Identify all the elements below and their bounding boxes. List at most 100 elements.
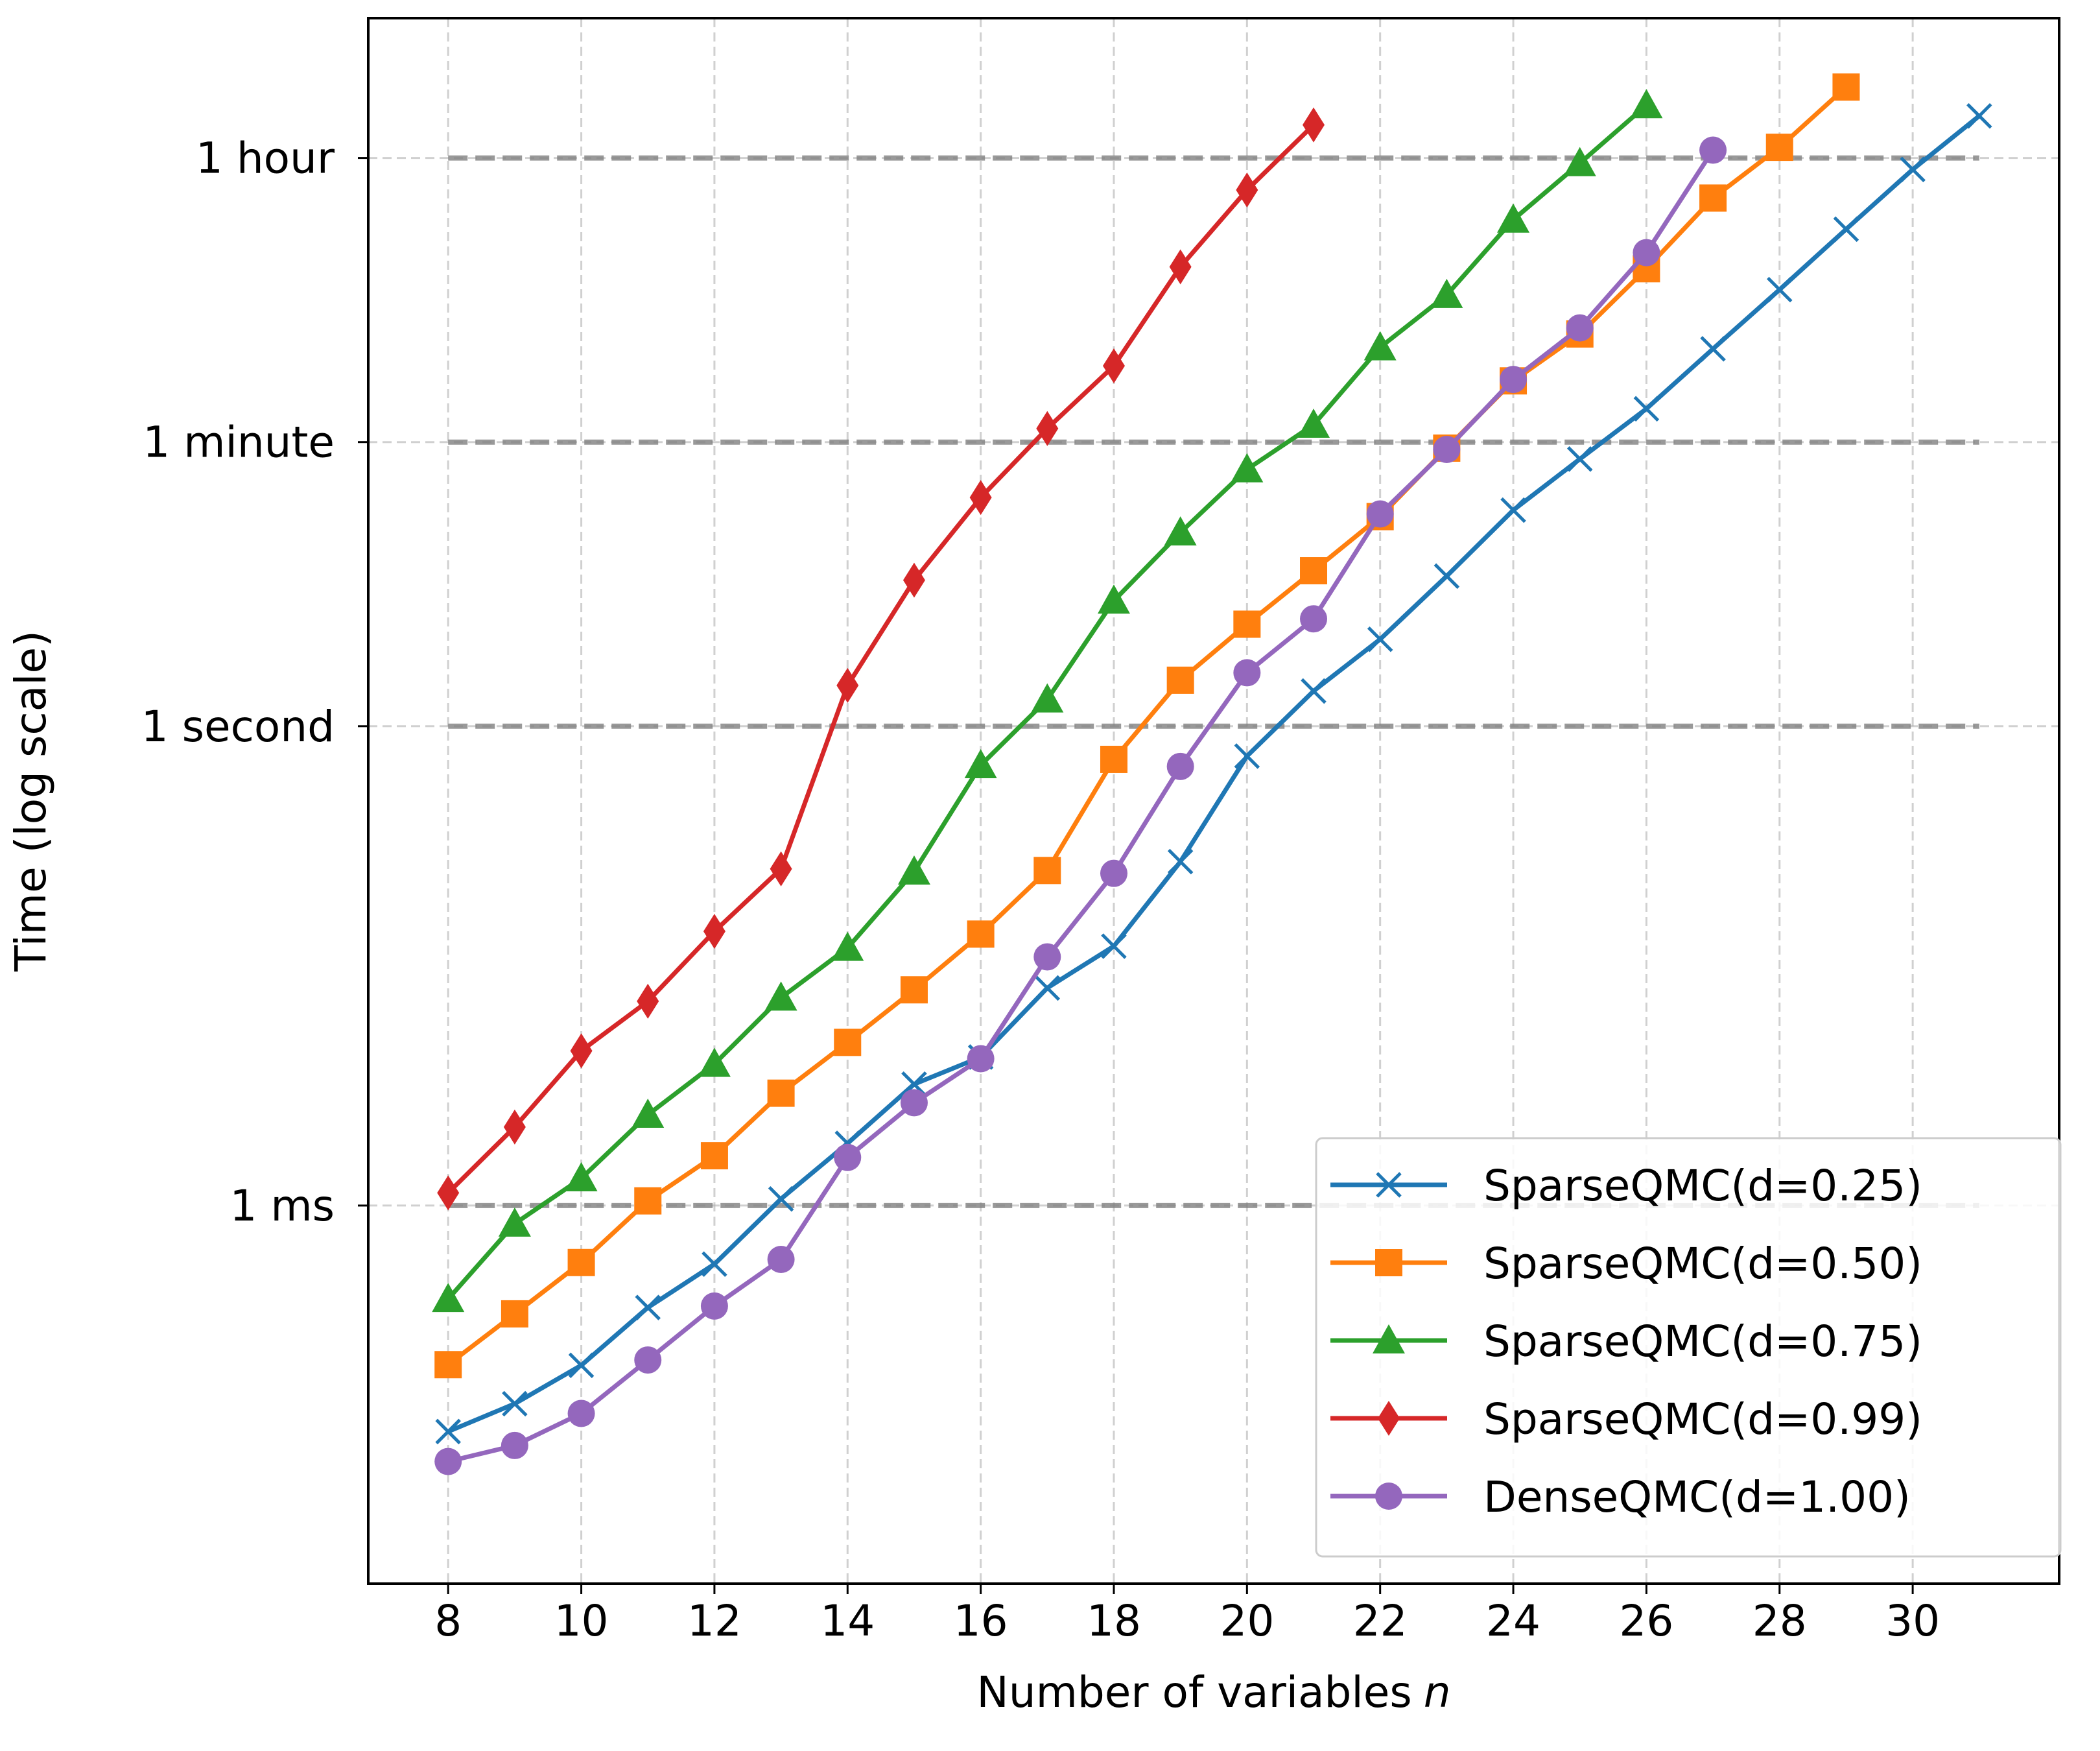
data-point (498, 1207, 531, 1237)
legend: SparseQMC(d=0.25) SparseQMC(d=0.50) Sparse… (1315, 1137, 2062, 1558)
data-point (568, 1352, 595, 1379)
data-point (700, 1292, 728, 1320)
legend-marker (1373, 1324, 1405, 1353)
data-point (1699, 136, 1727, 164)
x-tick-label: 22 (1353, 1596, 1408, 1646)
data-point (1500, 366, 1528, 394)
legend-item: SparseQMC(d=0.50) (1330, 1239, 1922, 1289)
x-tick-label: 14 (820, 1596, 875, 1646)
y-tick-label: 1 minute (143, 418, 335, 468)
data-point (434, 1351, 462, 1379)
data-point (637, 983, 659, 1019)
data-point (1700, 336, 1726, 362)
data-point (1500, 497, 1526, 523)
legend-item: SparseQMC(d=0.25) (1330, 1161, 1922, 1211)
data-point (1297, 409, 1330, 438)
legend-marker (1378, 1401, 1400, 1436)
data-point (1033, 857, 1061, 885)
data-point (1036, 411, 1059, 446)
data-point (1234, 743, 1260, 769)
data-point (1101, 933, 1127, 959)
data-point (1765, 134, 1793, 161)
data-point (1766, 276, 1793, 303)
data-point (1433, 563, 1460, 590)
x-tick-label: 10 (554, 1596, 609, 1646)
y-tick-label: 1 ms (230, 1181, 335, 1231)
x-axis-label-variable: n (1424, 1667, 1451, 1717)
x-tick-label: 18 (1087, 1596, 1141, 1646)
data-point (1033, 943, 1061, 971)
legend-item: DenseQMC(d=1.00) (1330, 1472, 1911, 1522)
data-point (770, 851, 792, 887)
data-point (1300, 605, 1328, 633)
x-tick-label: 24 (1486, 1596, 1540, 1646)
data-point (501, 1431, 528, 1459)
data-point (1102, 348, 1125, 384)
plot-frame (367, 17, 2060, 1585)
legend-label: DenseQMC(d=1.00) (1483, 1472, 1911, 1522)
data-point (700, 1142, 728, 1170)
data-point (1566, 314, 1594, 342)
data-point (969, 480, 992, 516)
data-point (1233, 659, 1261, 687)
data-point (501, 1300, 528, 1328)
x-tick-label: 30 (1885, 1596, 1940, 1646)
data-point (1630, 89, 1663, 119)
data-point (767, 1246, 795, 1274)
x-tick-label: 12 (687, 1596, 742, 1646)
data-point (764, 981, 797, 1011)
data-point (1233, 610, 1261, 638)
data-point (831, 931, 864, 961)
series-4 (437, 107, 1325, 1211)
data-point (502, 1390, 528, 1417)
legend-marker (1375, 1483, 1402, 1510)
series-3 (432, 89, 1663, 1313)
data-point (967, 920, 995, 948)
data-point (635, 1294, 661, 1320)
data-point (1167, 848, 1194, 875)
data-point (836, 667, 859, 703)
legend-item: SparseQMC(d=0.75) (1330, 1316, 1922, 1366)
data-point (1633, 396, 1660, 422)
data-point (1100, 859, 1127, 887)
data-point (1430, 278, 1463, 308)
data-point (434, 1447, 462, 1475)
data-point (698, 1047, 731, 1077)
data-point (1367, 626, 1393, 652)
data-point (1031, 683, 1064, 713)
series-line (445, 148, 1716, 1464)
data-point (768, 1185, 794, 1212)
legend-item: SparseQMC(d=0.99) (1330, 1394, 1922, 1444)
data-point (1900, 156, 1926, 183)
data-point (967, 1045, 995, 1073)
series-5 (434, 136, 1727, 1475)
data-point (900, 1089, 928, 1117)
legend-label: SparseQMC(d=0.50) (1483, 1239, 1922, 1289)
data-point (1166, 666, 1194, 694)
data-point (631, 1098, 665, 1128)
x-tick-label: 16 (954, 1596, 1008, 1646)
data-point (900, 976, 928, 1004)
data-point (435, 1418, 461, 1445)
data-point (1433, 435, 1461, 463)
data-point (437, 1175, 460, 1211)
data-point (1699, 184, 1727, 212)
data-point (1034, 975, 1061, 1001)
data-point (964, 748, 997, 778)
reference-lines (448, 155, 1979, 1208)
x-tick-label: 26 (1619, 1596, 1673, 1646)
x-axis-label-text: Number of variables (976, 1667, 1411, 1717)
legend-marker (1376, 1172, 1402, 1198)
data-point (634, 1346, 662, 1374)
data-point (1097, 584, 1130, 614)
legend-label: SparseQMC(d=0.99) (1483, 1394, 1922, 1444)
data-point (834, 1143, 862, 1171)
data-point (1236, 172, 1258, 208)
data-point (1366, 500, 1394, 528)
data-point (834, 1029, 862, 1056)
data-point (1231, 453, 1264, 482)
data-point (1832, 73, 1860, 101)
plot-series (432, 73, 1992, 1475)
series-1 (435, 102, 1992, 1445)
